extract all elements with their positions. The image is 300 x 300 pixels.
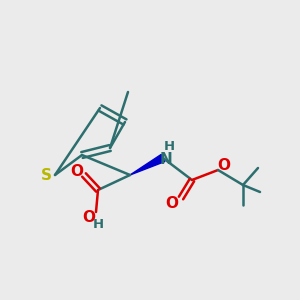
Text: H: H [92,218,104,230]
Text: S: S [40,169,52,184]
Polygon shape [130,154,165,175]
Text: H: H [164,140,175,154]
Text: O: O [82,209,95,224]
Text: O: O [218,158,230,172]
Text: N: N [160,152,172,166]
Text: O: O [166,196,178,211]
Text: O: O [70,164,83,179]
